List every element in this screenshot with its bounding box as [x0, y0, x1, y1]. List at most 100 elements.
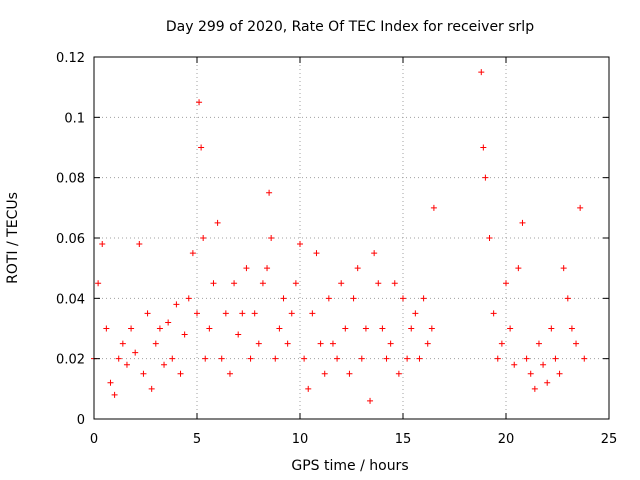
data-point [119, 340, 126, 347]
data-point [251, 310, 258, 317]
data-point [581, 355, 588, 362]
data-point [342, 325, 349, 332]
y-axis: 0 0.02 0.04 0.06 0.08 0.1 0.12 [56, 51, 609, 428]
data-point [531, 385, 538, 392]
data-point [235, 331, 242, 338]
data-point [503, 280, 509, 287]
data-point [152, 340, 159, 347]
data-point [544, 379, 551, 386]
data-point [478, 69, 485, 76]
data-point [511, 361, 518, 368]
data-point [165, 319, 172, 326]
data-point [181, 331, 188, 338]
y-tick-label: 0.1 [64, 111, 85, 126]
data-point [218, 355, 225, 362]
data-point [338, 280, 345, 287]
data-point [325, 295, 332, 302]
data-point [428, 325, 435, 332]
y-tick-label: 0 [77, 413, 85, 428]
x-tick-label: 5 [193, 432, 201, 447]
x-tick-label: 20 [498, 432, 515, 447]
data-point [395, 370, 402, 377]
data-point [527, 370, 534, 377]
data-point [379, 325, 386, 332]
data-point [408, 325, 415, 332]
data-point [301, 355, 308, 362]
data-point [416, 355, 423, 362]
data-point [577, 204, 584, 211]
data-point [305, 385, 312, 392]
data-point [334, 355, 341, 362]
data-point [268, 235, 275, 241]
data-point [387, 340, 394, 347]
data-point [362, 325, 369, 332]
data-point [568, 325, 575, 332]
y-tick-label: 0.04 [56, 292, 85, 307]
data-point [99, 241, 106, 248]
data-point [123, 361, 130, 368]
x-tick-label: 10 [292, 432, 309, 447]
data-point [214, 219, 221, 226]
y-tick-label: 0.02 [56, 353, 85, 368]
x-axis-label: GPS time / hours [291, 458, 408, 474]
data-point [313, 250, 320, 257]
y-tick-label: 0.08 [56, 172, 85, 187]
gridlines [94, 57, 609, 419]
data-point [350, 295, 357, 302]
data-point [161, 361, 168, 368]
data-point [156, 325, 163, 332]
data-point [552, 355, 559, 362]
data-point [420, 295, 427, 302]
data-point [354, 265, 361, 272]
data-point [189, 250, 196, 257]
data-point [548, 325, 555, 332]
data-point [412, 310, 419, 317]
data-point [507, 325, 514, 332]
data-point [329, 340, 336, 347]
data-point [276, 325, 283, 332]
data-point [367, 397, 374, 404]
data-point [264, 265, 271, 272]
data-point [375, 280, 382, 287]
data-point [266, 189, 273, 196]
data-point [239, 310, 246, 317]
data-point [560, 265, 567, 272]
data-point [288, 310, 295, 317]
data-point [358, 355, 365, 362]
y-tick-label: 0.06 [56, 232, 85, 247]
data-point [202, 355, 209, 362]
data-point [206, 325, 213, 332]
data-point [185, 295, 192, 302]
data-point [107, 379, 114, 386]
data-point [243, 265, 250, 272]
data-point [490, 310, 497, 317]
data-point [371, 250, 378, 257]
data-point [564, 295, 571, 302]
data-point [284, 340, 291, 347]
data-point [173, 301, 180, 308]
data-point [103, 325, 110, 332]
data-point [247, 355, 254, 362]
data-point [210, 280, 217, 287]
x-axis: 0 5 10 15 20 25 [90, 57, 617, 447]
data-point [519, 219, 526, 226]
data-points [91, 69, 588, 404]
data-point [523, 355, 530, 362]
data-point [140, 370, 147, 377]
data-point [383, 355, 390, 362]
data-point [535, 340, 542, 347]
data-point [169, 355, 176, 362]
data-point [540, 361, 547, 368]
data-point [404, 355, 411, 362]
data-point [486, 235, 493, 241]
data-point [272, 355, 279, 362]
data-point [200, 235, 207, 241]
y-tick-label: 0.12 [56, 51, 85, 66]
data-point [430, 204, 437, 211]
data-point [556, 370, 563, 377]
x-tick-label: 15 [395, 432, 412, 447]
data-point [95, 280, 102, 287]
data-point [226, 370, 233, 377]
data-point [297, 241, 303, 248]
data-point [194, 310, 200, 317]
